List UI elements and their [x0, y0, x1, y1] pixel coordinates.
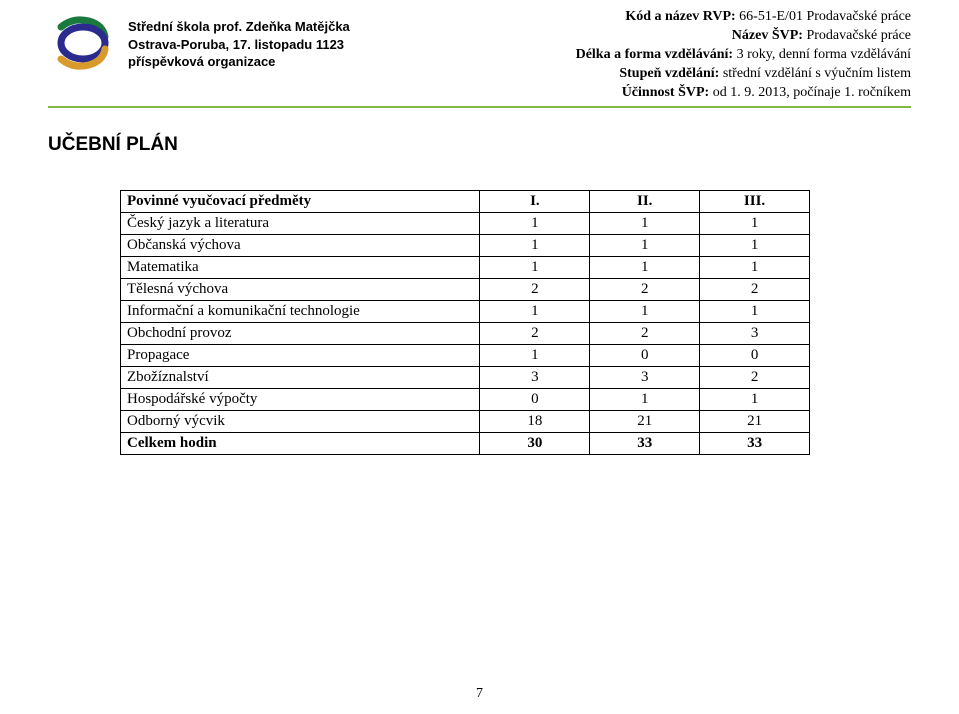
cell-year-3: 2 [700, 367, 810, 389]
table-row: Tělesná výchova222 [121, 279, 810, 301]
cell-year-1: 1 [480, 235, 590, 257]
school-line-2: Ostrava-Poruba, 17. listopadu 1123 [128, 36, 350, 54]
cell-year-3: 3 [700, 323, 810, 345]
cell-year-1: 1 [480, 257, 590, 279]
table-row: Hospodářské výpočty011 [121, 389, 810, 411]
cell-year-1: 2 [480, 279, 590, 301]
meta-effective: Účinnost ŠVP: od 1. 9. 2013, počínaje 1.… [576, 84, 911, 103]
school-info: Střední škola prof. Zdeňka Matějčka Ostr… [128, 12, 350, 71]
cell-year-2: 0 [590, 345, 700, 367]
page: Střední škola prof. Zdeňka Matějčka Ostr… [0, 0, 959, 714]
table-row: Obchodní provoz223 [121, 323, 810, 345]
cell-total-3: 33 [700, 433, 810, 455]
cell-year-1: 1 [480, 345, 590, 367]
cell-year-2: 21 [590, 411, 700, 433]
logo-svg [49, 13, 117, 73]
cell-subject: Český jazyk a literatura [121, 213, 480, 235]
cell-year-3: 1 [700, 213, 810, 235]
header: Střední škola prof. Zdeňka Matějčka Ostr… [48, 8, 911, 102]
meta-level-value: střední vzdělání s výučním listem [719, 66, 911, 81]
cell-subject: Odborný výcvik [121, 411, 480, 433]
meta-length: Délka a forma vzdělávání: 3 roky, denní … [576, 46, 911, 65]
table-total-row: Celkem hodin303333 [121, 433, 810, 455]
curriculum-table-wrap: Povinné vyučovací předměty I. II. III. Č… [120, 190, 810, 455]
header-divider [48, 106, 911, 108]
col-year-1: I. [480, 191, 590, 213]
cell-subject: Občanská výchova [121, 235, 480, 257]
school-line-1: Střední škola prof. Zdeňka Matějčka [128, 18, 350, 36]
meta-length-value: 3 roky, denní forma vzdělávání [733, 47, 911, 62]
table-body: Český jazyk a literatura111Občanská vých… [121, 213, 810, 455]
meta-code-label: Kód a název RVP: [625, 9, 735, 24]
col-subject: Povinné vyučovací předměty [121, 191, 480, 213]
meta-name-label: Název ŠVP: [732, 28, 803, 43]
meta-code: Kód a název RVP: 66-51-E/01 Prodavačské … [576, 8, 911, 27]
cell-year-3: 1 [700, 301, 810, 323]
curriculum-table: Povinné vyučovací předměty I. II. III. Č… [120, 190, 810, 455]
meta-level-label: Stupeň vzdělání: [619, 66, 719, 81]
cell-year-1: 18 [480, 411, 590, 433]
page-number: 7 [0, 686, 959, 702]
table-row: Zbožíznalství332 [121, 367, 810, 389]
cell-subject: Obchodní provoz [121, 323, 480, 345]
cell-year-2: 2 [590, 323, 700, 345]
cell-year-3: 0 [700, 345, 810, 367]
cell-total-1: 30 [480, 433, 590, 455]
header-left: Střední škola prof. Zdeňka Matějčka Ostr… [48, 8, 350, 74]
cell-year-2: 1 [590, 235, 700, 257]
cell-year-2: 3 [590, 367, 700, 389]
table-row: Propagace100 [121, 345, 810, 367]
table-row: Občanská výchova111 [121, 235, 810, 257]
cell-subject: Informační a komunikační technologie [121, 301, 480, 323]
cell-year-1: 3 [480, 367, 590, 389]
cell-year-2: 1 [590, 301, 700, 323]
meta-code-value: 66-51-E/01 Prodavačské práce [736, 9, 911, 24]
cell-year-3: 1 [700, 389, 810, 411]
cell-year-2: 1 [590, 389, 700, 411]
cell-subject: Zbožíznalství [121, 367, 480, 389]
cell-total-label: Celkem hodin [121, 433, 480, 455]
meta-effective-label: Účinnost ŠVP: [622, 85, 710, 100]
table-header-row: Povinné vyučovací předměty I. II. III. [121, 191, 810, 213]
meta-level: Stupeň vzdělání: střední vzdělání s výuč… [576, 65, 911, 84]
table-row: Matematika111 [121, 257, 810, 279]
school-line-3: příspěvková organizace [128, 53, 350, 71]
cell-total-2: 33 [590, 433, 700, 455]
cell-year-1: 2 [480, 323, 590, 345]
meta-effective-value: od 1. 9. 2013, počínaje 1. ročníkem [709, 85, 911, 100]
meta-name-value: Prodavačské práce [803, 28, 911, 43]
cell-year-1: 0 [480, 389, 590, 411]
cell-subject: Matematika [121, 257, 480, 279]
col-year-3: III. [700, 191, 810, 213]
cell-subject: Hospodářské výpočty [121, 389, 480, 411]
page-title: UČEBNÍ PLÁN [48, 134, 911, 156]
cell-year-3: 2 [700, 279, 810, 301]
meta-name: Název ŠVP: Prodavačské práce [576, 27, 911, 46]
cell-year-3: 1 [700, 235, 810, 257]
meta-length-label: Délka a forma vzdělávání: [576, 47, 733, 62]
cell-year-1: 1 [480, 213, 590, 235]
school-logo [48, 12, 118, 74]
header-meta: Kód a název RVP: 66-51-E/01 Prodavačské … [576, 8, 911, 102]
cell-subject: Tělesná výchova [121, 279, 480, 301]
cell-year-1: 1 [480, 301, 590, 323]
cell-subject: Propagace [121, 345, 480, 367]
table-row: Informační a komunikační technologie111 [121, 301, 810, 323]
cell-year-2: 1 [590, 257, 700, 279]
col-year-2: II. [590, 191, 700, 213]
cell-year-3: 1 [700, 257, 810, 279]
cell-year-2: 2 [590, 279, 700, 301]
cell-year-2: 1 [590, 213, 700, 235]
table-row: Odborný výcvik182121 [121, 411, 810, 433]
cell-year-3: 21 [700, 411, 810, 433]
table-row: Český jazyk a literatura111 [121, 213, 810, 235]
